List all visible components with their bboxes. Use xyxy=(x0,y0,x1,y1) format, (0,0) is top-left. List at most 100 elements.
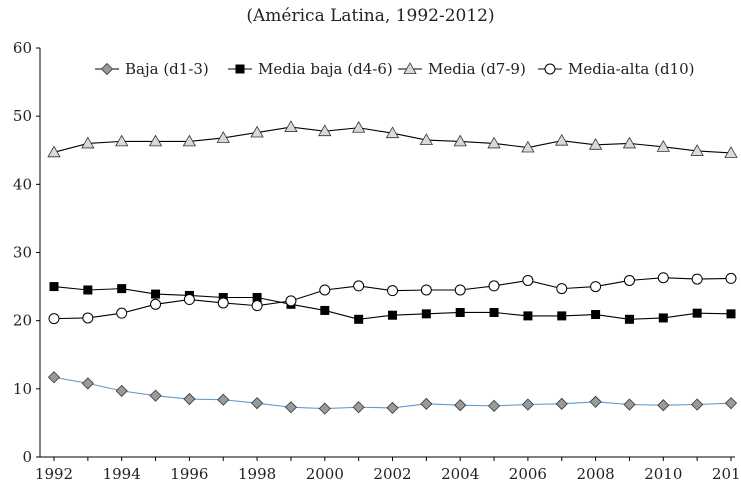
data-point-triangle xyxy=(487,136,501,149)
data-point-diamond xyxy=(183,392,196,406)
data-point-circle xyxy=(183,294,195,306)
data-point-triangle xyxy=(216,131,230,143)
data-point-square xyxy=(354,314,364,324)
data-point-square xyxy=(624,314,634,324)
data-point-diamond xyxy=(724,397,738,410)
data-point-circle xyxy=(353,280,365,292)
axes: 0 10 20 30 40 50 60 1992 1994 1996 1998 2000 2002 200… xyxy=(13,39,741,483)
y-tick-label: 30 xyxy=(13,244,32,262)
y-tick-label: 40 xyxy=(13,175,32,193)
legend-marker-diamond xyxy=(100,62,114,76)
data-point-square xyxy=(117,284,127,294)
series-lines xyxy=(53,126,732,410)
data-point-diamond xyxy=(318,402,331,415)
data-point-square xyxy=(49,282,59,292)
y-tick-label: 50 xyxy=(13,107,32,125)
data-point-triangle xyxy=(318,124,332,137)
data-point-square xyxy=(489,307,499,317)
data-point-circle xyxy=(623,274,635,286)
x-tick-label: 2004 xyxy=(441,465,479,483)
data-point-diamond xyxy=(47,371,61,384)
data-point-circle xyxy=(116,307,128,319)
y-tick-label: 10 xyxy=(13,380,32,398)
data-point-circle xyxy=(691,273,703,285)
data-point-diamond xyxy=(284,401,298,414)
data-point-triangle xyxy=(250,125,264,138)
data-point-triangle xyxy=(284,120,298,132)
data-point-circle xyxy=(150,298,162,310)
data-point-square xyxy=(151,289,161,299)
data-point-circle xyxy=(319,284,331,296)
x-tick-label: 2010 xyxy=(644,465,682,483)
legend-label: Baja (d1-3) xyxy=(125,60,209,78)
data-point-triangle xyxy=(690,144,704,156)
data-point-square xyxy=(557,311,567,321)
x-tick-label: 2012 xyxy=(712,465,741,483)
data-point-triangle xyxy=(351,120,366,133)
data-point-diamond xyxy=(487,399,501,412)
legend-label: Media baja (d4-6) xyxy=(258,60,393,78)
data-point-diamond xyxy=(115,384,128,397)
series-markers xyxy=(47,120,738,415)
data-point-triangle xyxy=(47,145,61,158)
data-point-circle xyxy=(217,297,229,309)
legend-marker-circle xyxy=(544,63,556,75)
data-point-square xyxy=(692,308,702,318)
data-point-circle xyxy=(251,300,263,312)
data-point-diamond xyxy=(589,395,602,408)
data-point-diamond xyxy=(352,401,365,414)
data-point-square xyxy=(658,313,668,323)
data-point-triangle xyxy=(81,136,95,149)
x-tick-label: 1998 xyxy=(238,465,276,483)
data-point-diamond xyxy=(691,398,704,411)
data-point-triangle xyxy=(555,133,569,146)
data-point-circle xyxy=(454,284,466,296)
data-point-square xyxy=(455,307,465,317)
data-point-triangle xyxy=(419,133,434,145)
data-point-triangle xyxy=(182,134,197,147)
data-point-circle xyxy=(725,272,737,284)
y-tick-label: 60 xyxy=(13,39,32,57)
data-point-triangle xyxy=(521,140,535,153)
data-point-square xyxy=(252,292,262,302)
y-tick-label: 0 xyxy=(22,448,32,466)
data-point-diamond xyxy=(217,393,230,406)
data-point-square xyxy=(320,305,330,315)
data-point-circle xyxy=(590,281,602,293)
data-point-square xyxy=(591,310,601,320)
x-tick-label: 2000 xyxy=(306,465,344,483)
data-point-circle xyxy=(657,272,669,284)
data-point-square xyxy=(726,309,736,319)
data-point-triangle xyxy=(385,126,400,139)
data-point-triangle xyxy=(115,134,129,147)
legend-label: Media (d7-9) xyxy=(428,60,526,78)
data-point-triangle xyxy=(622,136,637,149)
data-point-diamond xyxy=(81,377,94,390)
x-tick-label: 1996 xyxy=(170,465,208,483)
data-point-diamond xyxy=(251,397,264,410)
data-point-diamond xyxy=(420,397,433,410)
data-point-diamond xyxy=(386,401,399,414)
data-point-triangle xyxy=(453,134,467,147)
x-tick-label: 1992 xyxy=(35,465,73,483)
data-point-square xyxy=(421,309,431,319)
data-point-diamond xyxy=(623,398,636,411)
chart-title: (América Latina, 1992-2012) xyxy=(246,6,495,26)
data-point-triangle xyxy=(656,140,670,152)
data-point-circle xyxy=(285,295,297,307)
x-tick-label: 2008 xyxy=(577,465,615,483)
data-point-triangle xyxy=(724,146,738,158)
data-point-circle xyxy=(420,284,432,296)
data-point-circle xyxy=(387,285,398,297)
x-tick-label: 1994 xyxy=(103,465,141,483)
y-tick-label: 20 xyxy=(13,312,32,330)
data-point-circle xyxy=(48,313,60,325)
data-point-circle xyxy=(556,283,568,295)
data-point-circle xyxy=(488,280,500,292)
x-tick-label: 2002 xyxy=(373,465,411,483)
legend-marker-triangle xyxy=(403,62,417,74)
data-point-triangle xyxy=(588,137,603,150)
legend-label: Media-alta (d10) xyxy=(568,60,695,78)
